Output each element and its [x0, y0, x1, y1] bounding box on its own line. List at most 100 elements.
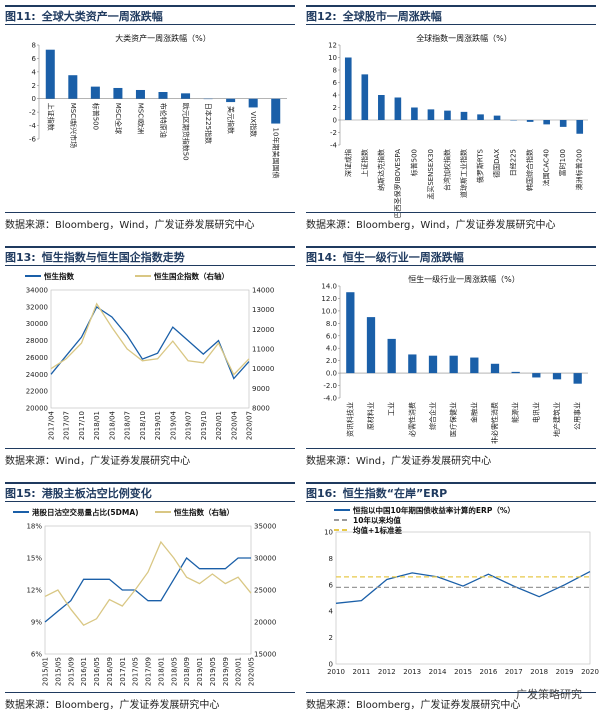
x-tick-label: 2020 [581, 668, 599, 676]
x-tick-label: 2019/01 [196, 657, 204, 686]
plot-frame [336, 532, 590, 664]
x-tick-label: 德国DAX [492, 149, 501, 178]
x-tick-label: 标普500 [91, 103, 100, 130]
legend-label: 恒生国企指数（右轴） [154, 271, 229, 281]
y-left-tick-label: 34000 [26, 287, 48, 295]
y-tick-label: -2 [29, 109, 36, 117]
x-tick-label: 欧元区期货指数50 [182, 103, 191, 161]
y-tick-label: -2 [330, 129, 337, 137]
series-line [45, 542, 251, 625]
bar [46, 50, 55, 99]
y-tick-label: 8.0 [326, 320, 337, 328]
x-tick-label: 日本225指数 [204, 103, 213, 144]
x-tick-label: 2018/01 [93, 411, 101, 440]
y-tick-label: 0 [32, 95, 36, 103]
chart-global-equity: 全球指数一周涨跌幅（%）121086420-2-4深证成指上证指数纳斯达克指数巴… [306, 27, 596, 210]
legend-label: 恒指以中国10年期国债收益率计算的ERP（%） [353, 505, 515, 515]
y-tick-label: 0 [333, 117, 337, 125]
y-tick-label: 12.0 [321, 295, 337, 303]
bar [491, 364, 499, 373]
x-tick-label: 2018/09 [183, 657, 191, 686]
source-note: 数据来源：Wind，广发证券发展研究中心 [306, 448, 596, 467]
figure-number: 图11: [5, 10, 36, 23]
x-tick-label: 2018 [530, 668, 548, 676]
y-right-tick-label: 10000 [252, 365, 274, 373]
y-left-tick-label: 32000 [26, 303, 48, 311]
x-tick-label: 2012 [378, 668, 396, 676]
bar [345, 58, 352, 121]
x-tick-label: 原材料业 [366, 402, 375, 430]
x-tick-label: 2017/05 [132, 657, 140, 686]
source-note: 数据来源：Bloomberg，广发证券发展研究中心 [5, 692, 295, 711]
x-tick-label: 2017 [505, 668, 523, 676]
source-note: 数据来源：Bloomberg，Wind，广发证券发展研究中心 [306, 212, 596, 231]
x-tick-label: 2015/09 [67, 657, 75, 686]
bar [512, 372, 520, 373]
x-tick-label: MSCI新兴市场 [69, 103, 78, 148]
x-tick-label: 资讯科技业 [345, 402, 354, 437]
figure-title-text: 恒生指数“在岸”ERP [343, 487, 448, 500]
x-tick-label: 非必需性消费 [490, 402, 499, 444]
bar [532, 373, 540, 377]
y-right-tick-label: 15000 [254, 651, 276, 659]
x-tick-label: 2019/01 [154, 411, 162, 440]
y-tick-label: 6 [333, 79, 338, 87]
x-tick-label: 金融业 [469, 402, 478, 423]
bar [388, 339, 396, 373]
y-right-tick-label: 9000 [252, 385, 270, 393]
y-tick-label: 4 [333, 92, 338, 100]
chart-title: 恒生一级行业一周涨跌幅（%） [408, 274, 520, 284]
x-tick-label: VIX指数 [249, 111, 258, 137]
y-left-tick-label: 20000 [26, 405, 48, 413]
bar [543, 120, 550, 124]
bar [68, 75, 77, 99]
figure-title: 图12:全球股市一周涨跌幅 [306, 5, 596, 25]
x-tick-label: 2019/04 [169, 410, 177, 440]
bar [553, 373, 561, 379]
y-tick-label: 8 [32, 42, 36, 50]
y-tick-label: -4.0 [323, 395, 337, 403]
y-tick-label: 8 [333, 67, 337, 75]
figure-number: 图14: [306, 251, 337, 264]
chart-title: 全球指数一周涨跌幅（%） [416, 33, 512, 43]
bar [395, 98, 402, 121]
legend-label: 港股日沽空交易量占比(5DMA) [32, 507, 139, 517]
x-tick-label: 2016/09 [106, 657, 114, 686]
x-tick-label: 2015/01 [42, 657, 50, 686]
figure-number: 图13: [5, 251, 36, 264]
x-tick-label: 2017/07 [63, 411, 71, 440]
bar [113, 88, 122, 99]
bar [136, 90, 145, 99]
y-tick-label: 6 [32, 55, 37, 63]
x-tick-label: 电讯业 [531, 402, 540, 423]
bar [477, 114, 484, 120]
y-right-tick-label: 14000 [252, 287, 274, 295]
x-tick-label: 上证指数 [360, 149, 369, 177]
plot-frame [51, 290, 249, 408]
figure-title: 图16:恒生指数“在岸”ERP [306, 482, 596, 502]
x-tick-label: 布伦特原油 [159, 103, 168, 138]
x-tick-label: 2018/04 [108, 410, 116, 440]
x-tick-label: 2016 [479, 668, 497, 676]
y-tick-label: 14.0 [321, 283, 337, 291]
x-tick-label: 道琼斯工业指数 [459, 149, 468, 198]
bar [346, 292, 354, 373]
y-tick-label: 10.0 [321, 307, 337, 315]
bar [450, 356, 458, 373]
plot-frame [45, 526, 251, 654]
figure-title: 图13:恒生指数与恒生国企指数走势 [5, 246, 295, 266]
x-tick-label: 2019/07 [185, 411, 193, 440]
x-tick-label: 孟买SENSEX30 [426, 149, 435, 200]
bar [428, 109, 435, 120]
y-right-tick-label: 11000 [252, 346, 274, 354]
figure-title-text: 恒生一级行业一周涨跌幅 [343, 251, 464, 264]
x-tick-label: 2018/10 [139, 411, 147, 440]
figure-title-text: 港股主板沽空比例变化 [42, 487, 152, 500]
y-left-tick-label: 10 [324, 529, 333, 537]
x-tick-label: 上证指数 [46, 103, 55, 131]
y-left-tick-label: 18% [26, 523, 42, 531]
x-tick-label: 综合企业 [428, 402, 437, 430]
bar [527, 120, 534, 122]
x-tick-label: 2019/09 [222, 657, 230, 686]
